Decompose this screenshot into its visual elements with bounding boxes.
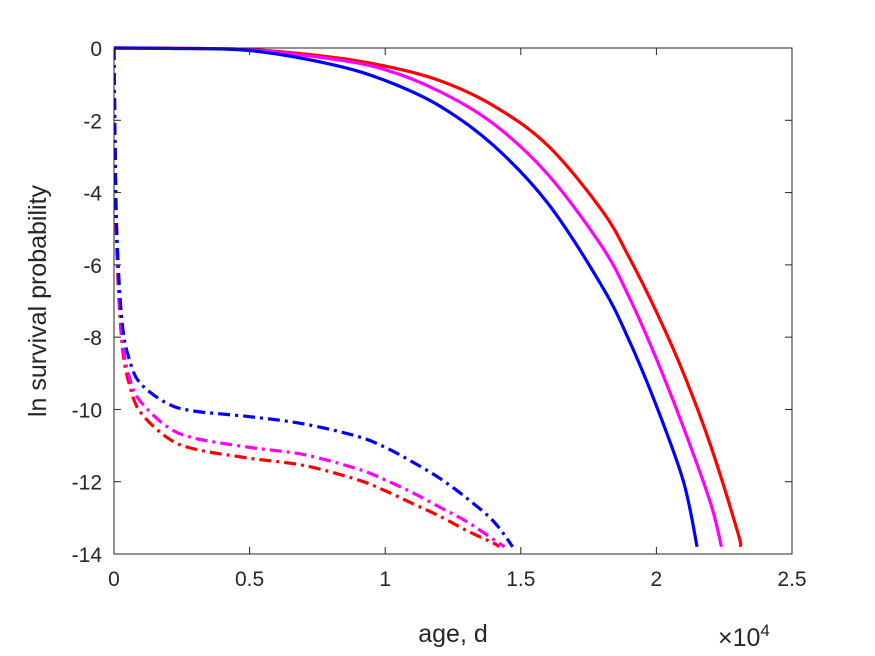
series-line-solid-0 xyxy=(114,46,743,548)
tick-layer: 0 0.5 1 1.5 2 2.5 0 -2 -4 -6 -8 -10 -12 -14 xyxy=(72,38,807,591)
x-tick-label: 0 xyxy=(108,568,120,591)
y-tick-label: -4 xyxy=(83,183,102,206)
x-tick-label: 0.5 xyxy=(235,568,264,591)
x-tick-label: 1 xyxy=(379,568,391,591)
x-axis-exponent-label: ×104 xyxy=(718,621,770,652)
y-tick-label: 0 xyxy=(90,38,102,61)
x-tick-label: 2.5 xyxy=(777,568,806,591)
series-line-dashdot-5 xyxy=(114,47,514,548)
x-axis-label: age, d xyxy=(418,620,488,648)
y-tick-label: -6 xyxy=(83,255,102,278)
y-tick-label: -14 xyxy=(72,544,103,567)
series-layer xyxy=(114,46,743,549)
plot-area-frame xyxy=(113,47,793,555)
series-line-dashdot-4 xyxy=(114,47,506,549)
y-tick-label: -2 xyxy=(83,110,102,133)
series-line-dashdot-3 xyxy=(114,47,501,549)
series-line-solid-1 xyxy=(114,46,724,548)
x-tick-label: 2 xyxy=(651,568,663,591)
x-exponent-power: 4 xyxy=(760,621,769,640)
y-tick-label: -12 xyxy=(72,472,102,495)
x-exponent-base: ×10 xyxy=(718,624,760,652)
y-tick-label: -8 xyxy=(83,327,102,350)
series-line-solid-2 xyxy=(114,46,699,548)
x-tick-label: 1.5 xyxy=(506,568,535,591)
y-axis-label: ln survival probability xyxy=(24,184,52,417)
y-tick-label: -10 xyxy=(72,399,102,422)
